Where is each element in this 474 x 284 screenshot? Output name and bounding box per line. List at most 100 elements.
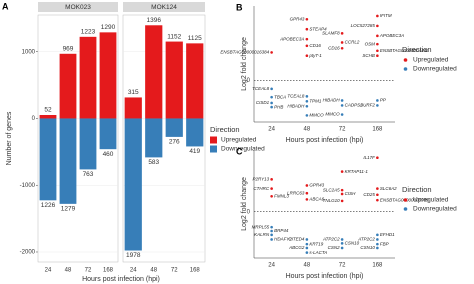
legend-key — [403, 198, 408, 202]
value-label: 52 — [44, 107, 52, 114]
gene-label: CITED4 — [288, 237, 305, 242]
value-label: 1279 — [61, 206, 76, 213]
point — [270, 194, 273, 198]
point — [340, 188, 344, 192]
gene-label: CISD1 — [256, 100, 270, 105]
bar — [124, 97, 142, 119]
x-axis-label: Hours post infection (hpi) — [286, 273, 364, 280]
point — [376, 24, 379, 28]
gene-label: ABCG2 — [288, 245, 305, 250]
point — [305, 17, 309, 21]
point — [376, 14, 379, 18]
gene-label: CD16 — [309, 43, 321, 48]
point — [305, 238, 309, 241]
point — [305, 242, 309, 246]
x-tick-label: 24 — [45, 268, 52, 274]
value-label: 1152 — [167, 33, 181, 40]
point — [340, 104, 344, 107]
gene-label: TNLG10 — [323, 198, 341, 203]
gene-label: GPR43 — [290, 16, 305, 21]
gene-label: ptyT-1 — [308, 53, 322, 58]
point — [340, 32, 344, 35]
gene-label: CADPS2 — [345, 103, 364, 108]
panel-label: C — [236, 146, 243, 156]
point — [305, 44, 309, 48]
legend-title: Direction — [210, 125, 240, 134]
point — [270, 238, 273, 241]
point — [376, 242, 379, 246]
point — [270, 105, 273, 109]
legend-label: Downregulated — [413, 206, 457, 213]
x-axis-label: Hours post infection (hpi) — [286, 137, 364, 144]
x-tick-label: 168 — [190, 268, 201, 274]
point — [376, 187, 379, 190]
gene-label: CSN2 — [328, 245, 341, 250]
facet-strip — [38, 2, 118, 12]
point — [376, 198, 379, 202]
bar — [145, 25, 163, 119]
point — [376, 246, 379, 250]
value-label: 1396 — [147, 17, 162, 24]
y-tick-label: 0 — [32, 116, 36, 122]
gene-label: IL17F — [363, 155, 375, 160]
value-label: 1125 — [188, 35, 202, 42]
legend-key — [210, 136, 217, 144]
point — [270, 87, 273, 91]
point — [340, 238, 344, 241]
x-tick-label: 24 — [130, 268, 137, 274]
gene-label: KALRN — [254, 232, 270, 237]
value-label: 1290 — [101, 24, 116, 31]
point — [270, 187, 273, 190]
bar — [39, 118, 57, 201]
point — [376, 104, 379, 107]
value-label: 1226 — [41, 202, 56, 209]
gene-label: HDAFY2 — [274, 237, 292, 242]
bar — [59, 118, 77, 204]
point — [376, 233, 379, 237]
legend-label: Upregulated — [221, 137, 257, 144]
gene-label: SLC6A2 — [380, 186, 397, 191]
gene-label: P2RY13 — [253, 177, 270, 182]
bar — [145, 118, 163, 158]
gene-label: TCEAL8 — [287, 94, 305, 99]
gene-label: FBP — [380, 241, 389, 246]
x-tick-label: 72 — [85, 268, 92, 274]
gene-label: ATP2C2 — [357, 237, 375, 242]
point — [376, 49, 379, 53]
point — [305, 37, 309, 41]
gene-label: CD16 — [328, 45, 340, 50]
gene-label: CCRL2 — [345, 40, 360, 45]
value-label: 1978 — [126, 252, 141, 259]
point — [305, 184, 309, 187]
point — [340, 46, 344, 50]
gene-label: IFITM — [380, 13, 392, 18]
point — [340, 246, 344, 250]
gene-label: EFHD1 — [380, 232, 395, 237]
y-axis-label: Number of genes — [6, 111, 13, 165]
point — [270, 51, 273, 54]
gene-label: APOBEC3A — [379, 33, 404, 38]
gene-label: SURF2 — [360, 103, 375, 108]
gene-label: CSN10 — [345, 241, 360, 246]
facet-strip — [123, 2, 205, 12]
gene-label: s-LACTA — [309, 250, 327, 255]
point — [340, 113, 344, 116]
gene-label: TCEAL8 — [252, 86, 270, 91]
bar — [39, 115, 57, 119]
y-tick-label: -2000 — [20, 250, 36, 256]
legend-label: Upregulated — [413, 57, 449, 64]
gene-label: STEAP4 — [309, 26, 327, 31]
gene-label: PHB — [274, 104, 283, 109]
value-label: 315 — [128, 89, 139, 96]
bar — [165, 41, 183, 119]
gene-label: PP — [380, 98, 386, 103]
x-tick-label: 48 — [65, 268, 72, 274]
gene-label: HIBADH — [323, 98, 341, 103]
legend-label: Upregulated — [413, 197, 449, 204]
value-label: 583 — [148, 159, 159, 166]
point — [340, 41, 344, 44]
gene-label: SCHB — [362, 53, 375, 58]
bar — [59, 53, 77, 119]
plot-panel — [122, 14, 206, 263]
y-axis-label: Log2 fold change — [241, 37, 248, 91]
